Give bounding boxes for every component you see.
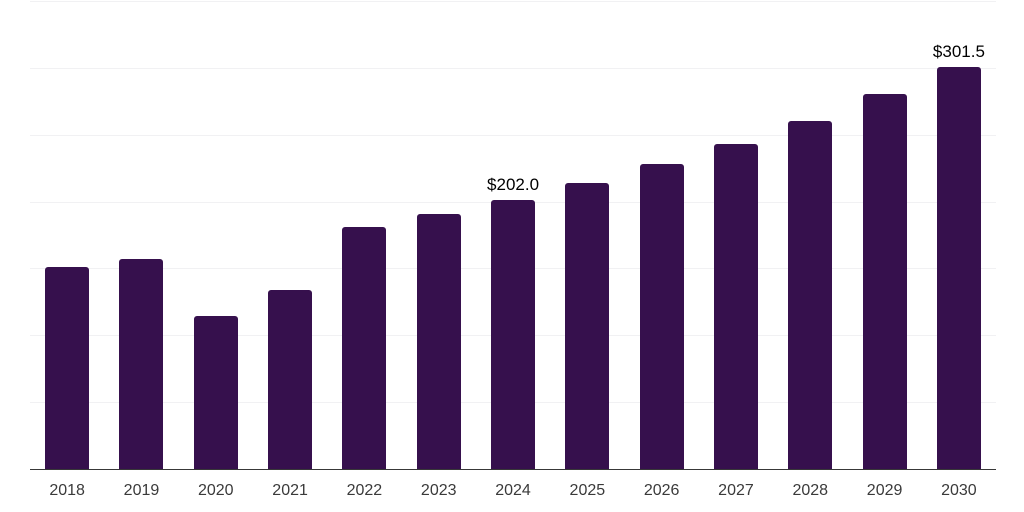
bar-slot	[625, 0, 699, 470]
bar-slot	[773, 0, 847, 470]
x-tick-label: 2021	[272, 482, 308, 499]
bar-slot	[550, 0, 624, 470]
x-tick-label: 2024	[495, 482, 531, 499]
x-tick-label: 2020	[197, 482, 234, 499]
bar-slot: $301.5	[922, 0, 996, 470]
bar-slot	[327, 0, 401, 470]
bar-value-label: $202.0	[487, 174, 540, 194]
x-tick-label: 2026	[643, 482, 680, 499]
gridline	[30, 67, 996, 69]
bar-slot	[402, 0, 476, 470]
bar	[713, 143, 758, 470]
bar-slot: $202.0	[476, 0, 550, 470]
bar	[639, 163, 684, 470]
bar-slot	[30, 0, 104, 470]
bar	[862, 94, 907, 470]
bar-series: $202.0 $301.5	[30, 0, 996, 470]
x-tick-label: 2019	[123, 482, 160, 499]
bar	[936, 66, 981, 470]
x-tick-label: 2023	[420, 482, 457, 499]
bar	[45, 266, 90, 470]
bar-value-label: $301.5	[932, 41, 985, 61]
x-tick-label: 2029	[866, 482, 903, 499]
bar	[788, 121, 833, 470]
bar-slot	[847, 0, 921, 470]
x-tick-label: 2030	[941, 482, 977, 499]
bar	[193, 316, 238, 470]
bar-slot	[699, 0, 773, 470]
bar-slot	[179, 0, 253, 470]
bar	[268, 289, 313, 470]
x-tick-label: 2028	[792, 482, 829, 499]
x-tick-label: 2025	[569, 482, 606, 499]
bar	[416, 213, 461, 470]
bar	[342, 227, 387, 470]
bar	[491, 199, 536, 470]
bar-slot	[104, 0, 178, 470]
x-axis-line	[30, 468, 996, 470]
gridline	[30, 1, 996, 2]
bar-slot	[253, 0, 327, 470]
x-axis-tick-labels: 2018 2019 2020 2021 2022 2023 2024 2025 2026 2027…	[30, 482, 996, 500]
bar	[119, 258, 164, 470]
x-tick-label: 2018	[49, 482, 85, 499]
x-tick-label: 2027	[718, 482, 754, 499]
bar	[565, 183, 610, 470]
x-tick-label: 2022	[346, 482, 383, 499]
gridline	[30, 134, 996, 136]
plot-area: $202.0 $301.5	[30, 0, 996, 470]
